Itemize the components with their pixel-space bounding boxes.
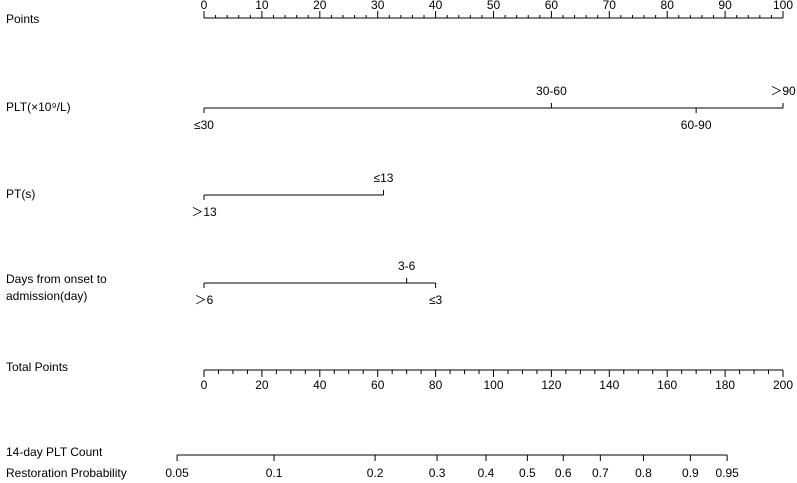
level-label: 60-90 xyxy=(681,118,712,132)
row-label: Restoration Probability xyxy=(6,466,127,480)
row-label: PLT(×10⁹/L) xyxy=(6,100,71,114)
tick-label: 0.1 xyxy=(266,466,283,480)
tick-label: 0.2 xyxy=(367,466,384,480)
tick-label: 0.3 xyxy=(429,466,446,480)
tick-label: 100 xyxy=(773,0,793,12)
tick-label: 0.5 xyxy=(519,466,536,480)
tick-label: 0 xyxy=(201,378,208,392)
level-label: 3-6 xyxy=(398,259,416,273)
tick-label: 60 xyxy=(545,0,559,12)
tick-label: 0.4 xyxy=(478,466,495,480)
tick-label: 0.8 xyxy=(635,466,652,480)
tick-label: 30 xyxy=(371,0,385,12)
level-label: 30-60 xyxy=(536,84,567,98)
level-label: ≤30 xyxy=(194,118,214,132)
tick-label: 80 xyxy=(429,378,443,392)
tick-label: 60 xyxy=(371,378,385,392)
tick-label: 40 xyxy=(313,378,327,392)
level-label: ＞13 xyxy=(191,205,217,219)
tick-label: 0.9 xyxy=(682,466,699,480)
tick-label: 10 xyxy=(255,0,269,12)
tick-label: 160 xyxy=(657,378,677,392)
level-label: ≤13 xyxy=(374,171,394,185)
level-label: ≤3 xyxy=(429,293,443,307)
tick-label: 100 xyxy=(483,378,503,392)
row-label: 14-day PLT Count xyxy=(6,445,103,459)
tick-label: 0.05 xyxy=(165,466,189,480)
tick-label: 0.95 xyxy=(715,466,739,480)
tick-label: 90 xyxy=(718,0,732,12)
tick-label: 180 xyxy=(715,378,735,392)
tick-label: 0.6 xyxy=(555,466,572,480)
tick-label: 20 xyxy=(313,0,327,12)
tick-label: 80 xyxy=(661,0,675,12)
level-label: ＞90 xyxy=(770,84,796,98)
level-label: ＞6 xyxy=(195,293,214,307)
row-label: Days from onset to xyxy=(6,272,107,286)
tick-label: 50 xyxy=(487,0,501,12)
row-label: Total Points xyxy=(6,360,68,374)
row-label: admission(day) xyxy=(6,289,87,303)
row-label: PT(s) xyxy=(6,187,35,201)
tick-label: 200 xyxy=(773,378,793,392)
tick-label: 140 xyxy=(599,378,619,392)
tick-label: 0.7 xyxy=(592,466,609,480)
tick-label: 20 xyxy=(255,378,269,392)
tick-label: 70 xyxy=(603,0,617,12)
tick-label: 40 xyxy=(429,0,443,12)
row-label: Points xyxy=(6,12,39,26)
tick-label: 0 xyxy=(201,0,208,12)
tick-label: 120 xyxy=(541,378,561,392)
